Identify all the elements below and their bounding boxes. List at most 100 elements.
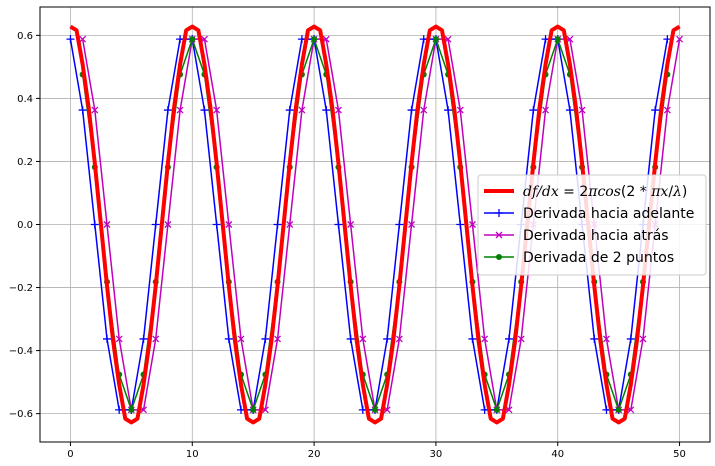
- point-backward: [91, 106, 99, 114]
- y-tick-label: 0.2: [17, 157, 33, 168]
- y-tick-label: −0.6: [9, 409, 33, 420]
- point-backward: [456, 106, 464, 114]
- point-forward: [212, 220, 221, 229]
- point-central: [432, 36, 439, 43]
- point-forward: [505, 334, 513, 343]
- point-forward: [407, 106, 416, 115]
- point-central: [250, 406, 257, 413]
- point-forward: [444, 106, 453, 115]
- point-backward: [627, 406, 635, 414]
- point-backward: [602, 335, 610, 343]
- series-line-exact: [69, 24, 681, 425]
- point-backward: [420, 106, 428, 114]
- point-backward: [237, 335, 245, 343]
- legend: df/dx = 2πcos(2 * πx/λ) Derivada hacia a…: [477, 174, 707, 276]
- point-central: [615, 406, 622, 413]
- legend-box: [477, 174, 707, 276]
- legend-label-forward: Derivada hacia adelante: [523, 206, 694, 222]
- point-forward: [200, 106, 209, 115]
- point-forward: [103, 334, 111, 343]
- point-backward: [115, 335, 123, 343]
- point-forward: [529, 106, 538, 115]
- point-backward: [542, 106, 550, 114]
- y-tick-label: 0.4: [17, 94, 33, 105]
- point-backward: [79, 35, 87, 43]
- legend-marker-backward: [495, 231, 503, 239]
- point-forward: [261, 334, 270, 343]
- x-tick-label: 30: [430, 449, 443, 460]
- point-forward: [285, 106, 294, 115]
- point-forward: [383, 334, 392, 343]
- point-forward: [456, 220, 465, 229]
- point-backward: [676, 35, 684, 43]
- y-tick-label: −0.2: [9, 283, 33, 294]
- legend-label-exact: df/dx = 2πcos(2 * πx/λ): [523, 184, 687, 200]
- point-backward: [152, 335, 160, 343]
- legend-marker-central: [496, 254, 502, 260]
- point-backward: [359, 335, 367, 343]
- x-tick-label: 0: [67, 449, 73, 460]
- point-backward: [578, 106, 586, 114]
- plot-area: [66, 24, 684, 425]
- point-backward: [176, 106, 184, 114]
- point-forward: [273, 220, 282, 229]
- point-forward: [346, 334, 355, 343]
- point-backward: [322, 35, 330, 43]
- point-central: [372, 406, 378, 413]
- y-tick-label: −0.4: [9, 346, 33, 357]
- point-backward: [286, 221, 294, 228]
- point-backward: [383, 406, 391, 414]
- point-central: [128, 406, 135, 413]
- point-backward: [103, 221, 111, 228]
- point-backward: [225, 221, 233, 228]
- point-backward: [213, 106, 221, 114]
- point-forward: [139, 334, 148, 343]
- point-forward: [334, 220, 343, 229]
- point-forward: [468, 334, 477, 343]
- point-backward: [566, 35, 574, 43]
- series-exact: [69, 24, 681, 425]
- point-backward: [663, 106, 671, 114]
- legend-marker-forward: [495, 209, 503, 217]
- y-tick-label: 0.6: [17, 31, 33, 42]
- point-forward: [90, 220, 99, 229]
- point-backward: [408, 221, 416, 228]
- point-forward: [626, 334, 635, 343]
- point-forward: [78, 106, 87, 115]
- x-tick-label: 50: [673, 449, 686, 460]
- point-forward: [395, 220, 404, 229]
- point-backward: [298, 106, 306, 114]
- point-backward: [444, 35, 452, 43]
- point-forward: [151, 220, 160, 229]
- x-tick-label: 20: [308, 449, 321, 460]
- point-forward: [322, 106, 331, 115]
- point-forward: [651, 106, 660, 115]
- point-backward: [200, 35, 208, 43]
- point-forward: [590, 334, 599, 343]
- point-backward: [481, 335, 489, 343]
- point-backward: [140, 406, 148, 414]
- point-backward: [164, 221, 172, 228]
- point-backward: [347, 221, 355, 228]
- y-tick-label: 0.0: [17, 220, 33, 231]
- legend-label-backward: Derivada hacia atrás: [523, 228, 669, 244]
- point-central: [311, 36, 318, 43]
- x-tick-label: 10: [186, 449, 199, 460]
- point-central: [554, 36, 561, 43]
- point-central: [189, 36, 196, 43]
- x-tick-label: 40: [551, 449, 564, 460]
- point-forward: [565, 106, 574, 115]
- point-backward: [517, 335, 525, 343]
- point-backward: [639, 335, 647, 343]
- point-backward: [261, 406, 269, 414]
- ticks: 0 10 20 30 40 50 −0.6 −0.4 −0.2 0.0 0.2 0.4 0.6: [9, 31, 686, 460]
- point-forward: [224, 334, 233, 343]
- point-forward: [163, 106, 172, 115]
- point-backward: [274, 335, 282, 343]
- point-backward: [395, 335, 403, 343]
- point-backward: [505, 406, 513, 414]
- point-backward: [334, 106, 342, 114]
- legend-label-central: Derivada de 2 puntos: [523, 250, 674, 266]
- point-forward: [66, 35, 75, 44]
